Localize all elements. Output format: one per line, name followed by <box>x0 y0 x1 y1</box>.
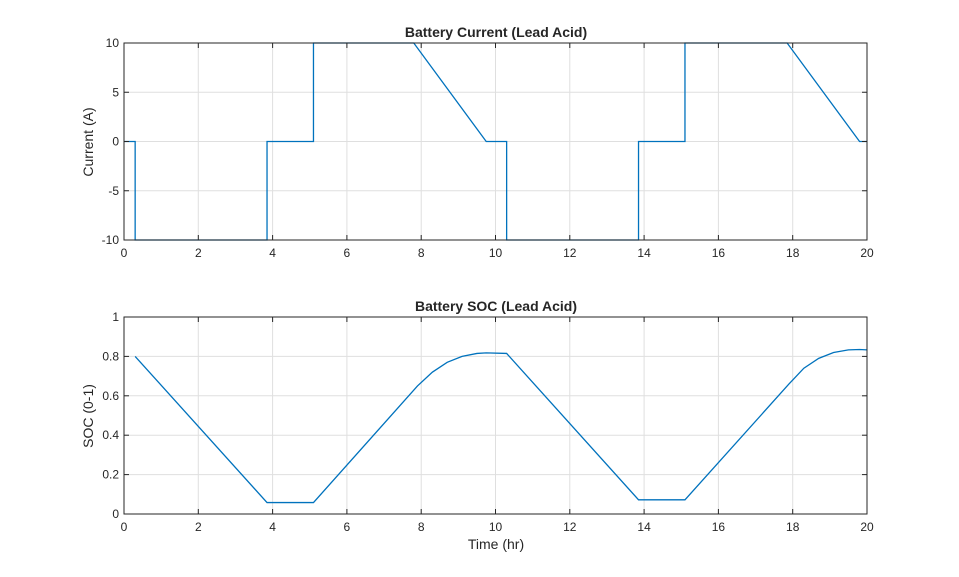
soc-y-tick-label: 1 <box>112 310 119 324</box>
soc-y-tick-label: 0 <box>112 507 119 521</box>
current-x-tick-label: 20 <box>860 246 874 260</box>
current-x-tick-label: 6 <box>344 246 351 260</box>
soc-y-tick-label: 0.4 <box>102 428 119 442</box>
soc-plot-area: 0 2 4 6 8 10 12 14 16 18 20 0 0.2 0.4 0.6 0.8 1 <box>102 310 874 534</box>
current-x-tick-label: 8 <box>418 246 425 260</box>
soc-y-tick-label: 0.2 <box>102 468 119 482</box>
soc-chart-title: Battery SOC (Lead Acid) <box>415 298 577 314</box>
current-y-tick-label: 5 <box>112 85 119 99</box>
soc-x-tick-label: 0 <box>121 520 128 534</box>
soc-y-tick-label: 0.8 <box>102 349 119 363</box>
current-x-tick-label: 2 <box>195 246 202 260</box>
current-plot-area: 0 2 4 6 8 10 12 14 16 18 20 -10 -5 0 5 10 <box>102 36 874 260</box>
soc-x-tick-label: 2 <box>195 520 202 534</box>
soc-x-tick-label: 20 <box>860 520 874 534</box>
soc-x-tick-label: 16 <box>712 520 726 534</box>
soc-y-axis-label: SOC (0-1) <box>80 384 96 448</box>
soc-x-tick-label: 10 <box>489 520 503 534</box>
current-x-tick-label: 4 <box>269 246 276 260</box>
soc-x-tick-label: 12 <box>563 520 577 534</box>
soc-panel: 0 2 4 6 8 10 12 14 16 18 20 0 0.2 0.4 0.6 0.8 1 Battery … <box>80 298 874 552</box>
current-chart-title: Battery Current (Lead Acid) <box>405 24 587 40</box>
current-y-tick-label: 10 <box>106 36 120 50</box>
current-x-tick-label: 10 <box>489 246 503 260</box>
soc-series-line <box>134 348 868 504</box>
current-x-tick-label: 18 <box>786 246 800 260</box>
current-y-tick-label: -5 <box>108 184 119 198</box>
current-panel: 0 2 4 6 8 10 12 14 16 18 20 -10 -5 0 5 10 Battery Curre… <box>80 24 874 260</box>
soc-x-tick-label: 14 <box>637 520 651 534</box>
current-x-tick-label: 16 <box>712 246 726 260</box>
soc-y-tick-label: 0.6 <box>102 389 119 403</box>
current-y-tick-label: -10 <box>102 233 120 247</box>
current-y-tick-label: 0 <box>112 135 119 149</box>
soc-x-tick-label: 18 <box>786 520 800 534</box>
soc-x-tick-label: 4 <box>269 520 276 534</box>
current-y-axis-label: Current (A) <box>80 107 96 176</box>
soc-x-tick-label: 8 <box>418 520 425 534</box>
current-x-tick-label: 12 <box>563 246 577 260</box>
soc-x-tick-label: 6 <box>344 520 351 534</box>
current-x-tick-label: 14 <box>637 246 651 260</box>
current-x-tick-label: 0 <box>121 246 128 260</box>
soc-x-axis-label: Time (hr) <box>468 536 524 552</box>
